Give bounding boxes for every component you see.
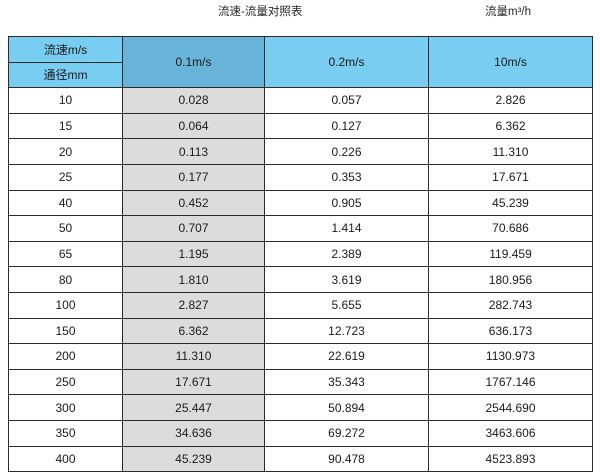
cell-diameter: 10 xyxy=(8,87,123,114)
corner-label-velocity: 流速m/s xyxy=(8,36,123,63)
cell-flow-2: 0.905 xyxy=(264,189,429,217)
corner-label-diameter: 通径mm xyxy=(8,61,123,89)
cell-flow-3: 2.826 xyxy=(428,87,593,114)
table-row: 15 0.064 0.127 6.362 xyxy=(8,112,593,140)
table-row: 200 11.310 22.619 1130.973 xyxy=(8,343,593,370)
table-row: 20 0.113 0.226 11.310 xyxy=(8,138,593,165)
cell-flow-3: 45.239 xyxy=(428,189,593,217)
cell-flow-2: 12.723 xyxy=(264,317,429,345)
cell-flow-1: 0.064 xyxy=(122,112,265,140)
table-row: 150 6.362 12.723 636.173 xyxy=(8,317,593,345)
cell-diameter: 80 xyxy=(8,266,123,293)
table-row: 50 0.707 1.414 70.686 xyxy=(8,215,593,242)
cell-flow-1: 45.239 xyxy=(122,445,265,472)
column-header-velocity-3: 10m/s xyxy=(428,35,593,89)
cell-flow-3: 119.459 xyxy=(428,240,593,268)
cell-flow-1: 11.310 xyxy=(122,343,265,370)
cell-diameter: 50 xyxy=(8,215,123,242)
cell-flow-2: 0.057 xyxy=(264,87,429,114)
table-row: 80 1.810 3.619 180.956 xyxy=(8,266,593,293)
table-row: 300 25.447 50.894 2544.690 xyxy=(8,394,593,421)
cell-flow-1: 17.671 xyxy=(122,368,265,396)
cell-flow-3: 11.310 xyxy=(428,138,593,165)
flow-velocity-table: 流速m/s 0.1m/s 0.2m/s 10m/s 通径mm 10 0.028 … xyxy=(8,35,593,472)
cell-flow-1: 0.113 xyxy=(122,138,265,165)
cell-flow-2: 90.478 xyxy=(264,445,429,472)
cell-flow-2: 1.414 xyxy=(264,215,429,242)
cell-flow-1: 0.177 xyxy=(122,163,265,191)
cell-diameter: 65 xyxy=(8,240,123,268)
cell-diameter: 350 xyxy=(8,419,123,447)
cell-flow-3: 70.686 xyxy=(428,215,593,242)
cell-flow-3: 4523.893 xyxy=(428,445,593,472)
cell-diameter: 40 xyxy=(8,189,123,217)
cell-flow-2: 0.353 xyxy=(264,163,429,191)
cell-diameter: 300 xyxy=(8,394,123,421)
cell-flow-3: 3463.606 xyxy=(428,419,593,447)
caption-row: 流速-流量对照表 流量m³/h xyxy=(0,0,600,33)
header-row-diameter: 通径mm xyxy=(8,61,593,89)
cell-flow-2: 3.619 xyxy=(264,266,429,293)
cell-flow-3: 1130.973 xyxy=(428,343,593,370)
cell-flow-3: 282.743 xyxy=(428,291,593,319)
cell-flow-2: 0.226 xyxy=(264,138,429,165)
cell-diameter: 100 xyxy=(8,291,123,319)
cell-flow-2: 22.619 xyxy=(264,343,429,370)
cell-flow-3: 2544.690 xyxy=(428,394,593,421)
cell-diameter: 400 xyxy=(8,445,123,472)
cell-flow-3: 1767.146 xyxy=(428,368,593,396)
cell-flow-1: 0.028 xyxy=(122,87,265,114)
flow-unit-label: 流量m³/h xyxy=(485,6,531,18)
table-row: 250 17.671 35.343 1767.146 xyxy=(8,368,593,396)
cell-flow-2: 2.389 xyxy=(264,240,429,268)
column-header-velocity-1: 0.1m/s xyxy=(122,35,265,89)
cell-flow-1: 34.636 xyxy=(122,419,265,447)
cell-flow-2: 50.894 xyxy=(264,394,429,421)
cell-flow-1: 2.827 xyxy=(122,291,265,319)
cell-flow-1: 1.810 xyxy=(122,266,265,293)
cell-diameter: 20 xyxy=(8,138,123,165)
cell-flow-1: 1.195 xyxy=(122,240,265,268)
cell-diameter: 250 xyxy=(8,368,123,396)
cell-flow-1: 0.452 xyxy=(122,189,265,217)
cell-flow-2: 5.655 xyxy=(264,291,429,319)
table-row: 25 0.177 0.353 17.671 xyxy=(8,163,593,191)
cell-flow-3: 180.956 xyxy=(428,266,593,293)
cell-diameter: 25 xyxy=(8,163,123,191)
cell-flow-1: 0.707 xyxy=(122,215,265,242)
table-row: 400 45.239 90.478 4523.893 xyxy=(8,445,593,472)
cell-flow-2: 35.343 xyxy=(264,368,429,396)
cell-flow-1: 25.447 xyxy=(122,394,265,421)
table-title: 流速-流量对照表 xyxy=(218,6,303,18)
table-row: 100 2.827 5.655 282.743 xyxy=(8,291,593,319)
flow-table-body: 流速m/s 0.1m/s 0.2m/s 10m/s 通径mm 10 0.028 … xyxy=(8,35,593,472)
table-row: 10 0.028 0.057 2.826 xyxy=(8,87,593,114)
cell-flow-2: 0.127 xyxy=(264,112,429,140)
header-row-velocity: 流速m/s 0.1m/s 0.2m/s 10m/s xyxy=(8,35,593,89)
flow-table-container: 流速m/s 0.1m/s 0.2m/s 10m/s 通径mm 10 0.028 … xyxy=(8,35,593,472)
cell-flow-2: 69.272 xyxy=(264,419,429,447)
cell-flow-3: 636.173 xyxy=(428,317,593,345)
cell-flow-1: 6.362 xyxy=(122,317,265,345)
cell-flow-3: 6.362 xyxy=(428,112,593,140)
column-header-velocity-2: 0.2m/s xyxy=(264,35,429,89)
table-row: 65 1.195 2.389 119.459 xyxy=(8,240,593,268)
cell-diameter: 150 xyxy=(8,317,123,345)
cell-diameter: 200 xyxy=(8,343,123,370)
table-row: 40 0.452 0.905 45.239 xyxy=(8,189,593,217)
cell-flow-3: 17.671 xyxy=(428,163,593,191)
table-row: 350 34.636 69.272 3463.606 xyxy=(8,419,593,447)
cell-diameter: 15 xyxy=(8,112,123,140)
